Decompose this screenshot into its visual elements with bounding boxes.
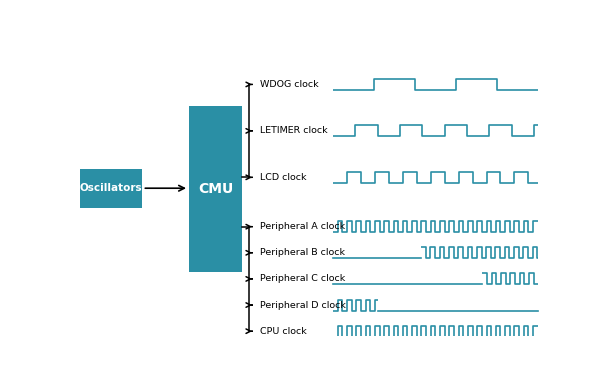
Text: Peripheral A clock: Peripheral A clock [260,222,345,231]
Text: Peripheral B clock: Peripheral B clock [260,248,344,257]
Text: CPU clock: CPU clock [260,327,307,336]
Text: Peripheral D clock: Peripheral D clock [260,300,346,310]
Text: LETIMER clock: LETIMER clock [260,126,327,135]
Text: LCD clock: LCD clock [260,173,306,182]
Text: WDOG clock: WDOG clock [260,80,318,89]
Text: Peripheral C clock: Peripheral C clock [260,274,345,284]
FancyBboxPatch shape [189,106,242,272]
Text: CMU: CMU [198,182,233,196]
Text: Oscillators: Oscillators [80,183,142,193]
FancyBboxPatch shape [80,169,142,208]
